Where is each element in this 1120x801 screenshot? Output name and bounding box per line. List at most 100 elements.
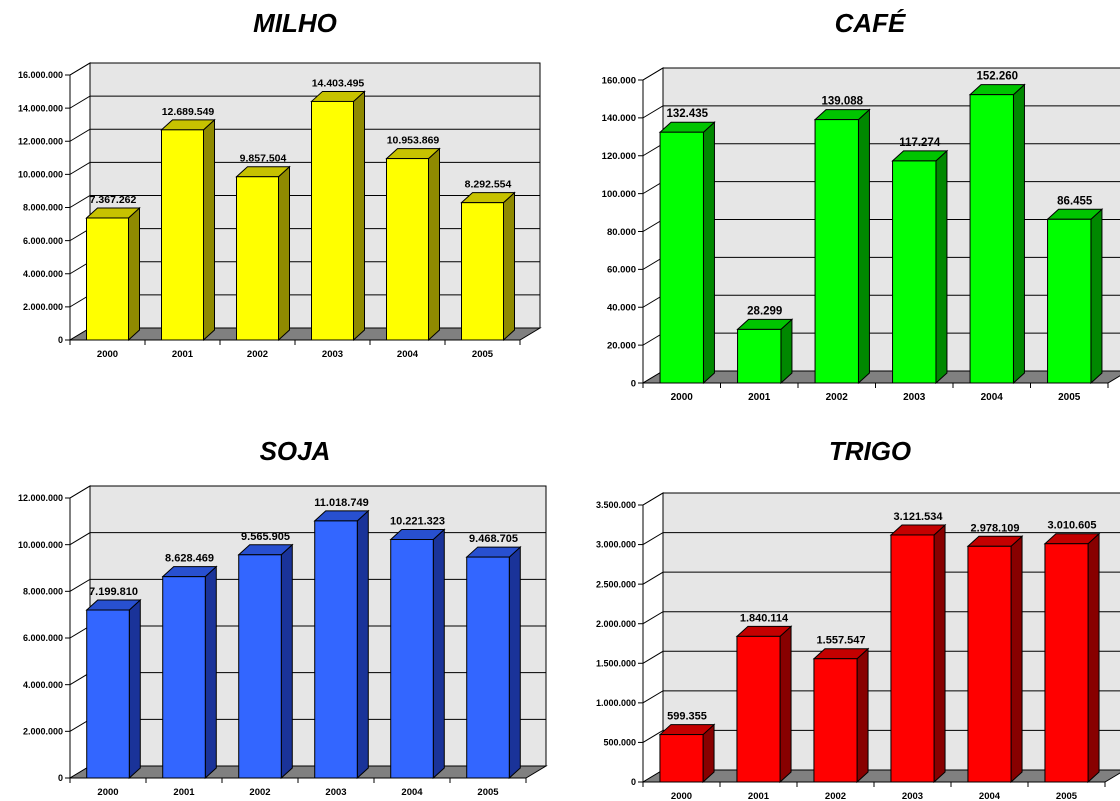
bar-front-face <box>969 94 1014 384</box>
bar-front-face <box>1047 218 1092 384</box>
bar <box>736 318 794 385</box>
data-label: 152.260 <box>976 71 1018 83</box>
bar-front-face <box>162 576 206 779</box>
y-tick-label: 1.000.000 <box>596 698 636 708</box>
y-tick-label: 160.000 <box>602 75 636 86</box>
bar <box>161 565 218 780</box>
bar-side-face <box>702 121 715 385</box>
gridline <box>642 532 1120 546</box>
y-tick-label: 12.000.000 <box>18 136 63 146</box>
chart-soja: SOJA 0 2.000.000 4.000.000 6.000.000 8.000.0… <box>0 420 560 801</box>
x-tick-label: 2000 <box>97 349 118 360</box>
data-label: 117.274 <box>899 137 941 149</box>
data-label: 1.557.547 <box>817 635 866 647</box>
x-tick-label: 2001 <box>748 791 770 801</box>
data-label: 1.840.114 <box>740 612 789 624</box>
bar <box>968 83 1026 385</box>
gridline <box>69 62 540 76</box>
bar <box>966 535 1024 784</box>
data-label: 9.857.504 <box>240 153 287 165</box>
y-tick-label: 4.000.000 <box>23 269 63 279</box>
bar <box>813 108 871 385</box>
y-tick-label: 60.000 <box>607 265 636 276</box>
bar-front-face <box>161 129 204 341</box>
bar-side-face <box>280 543 293 780</box>
bar-front-face <box>890 534 935 783</box>
bar-side-face <box>128 598 141 780</box>
data-label: 132.435 <box>666 108 708 120</box>
bar <box>235 165 291 342</box>
bar-side-face <box>780 318 793 385</box>
data-label: 12.689.549 <box>162 106 215 118</box>
gridline <box>69 485 546 499</box>
x-tick-label: 2003 <box>902 791 923 801</box>
bar-front-face <box>967 545 1012 783</box>
y-tick-label: 2.500.000 <box>596 579 636 589</box>
y-tick-label: 40.000 <box>607 303 636 314</box>
data-label: 139.088 <box>821 96 863 108</box>
bar-front-face <box>386 158 429 341</box>
bar <box>313 509 370 780</box>
bar-front-face <box>813 658 858 783</box>
bar-front-face <box>736 635 781 783</box>
x-tick-label: 2002 <box>247 349 268 360</box>
y-tick-label: 16.000.000 <box>18 70 63 80</box>
y-tick-label: 8.000.000 <box>23 586 63 596</box>
bar-side-face <box>428 147 440 342</box>
y-tick-label: 0 <box>58 335 63 345</box>
y-tick-label: 10.000.000 <box>18 170 63 180</box>
bar <box>812 647 870 784</box>
bar-front-face <box>1044 543 1089 783</box>
y-tick-label: 10.000.000 <box>18 540 63 550</box>
bar-side-face <box>1010 535 1023 784</box>
chart-title: SOJA <box>259 436 331 466</box>
bar <box>85 598 142 780</box>
bar <box>385 147 441 342</box>
chart-trigo: TRIGO 0 500.000 1.000.000 1.500.000 2.000.00… <box>560 420 1120 801</box>
y-tick-label: 0 <box>631 777 636 787</box>
bar-front-face <box>86 609 130 779</box>
bar-side-face <box>508 545 521 780</box>
y-tick-label: 0 <box>58 773 63 783</box>
y-tick-label: 20.000 <box>607 340 636 351</box>
data-label: 8.628.469 <box>165 553 214 565</box>
x-tick-label: 2003 <box>322 349 343 360</box>
data-label: 28.299 <box>747 305 782 317</box>
bar-front-face <box>311 100 354 341</box>
chart-title: MILHO <box>253 8 337 38</box>
bar-front-face <box>390 539 434 779</box>
data-label: 2.978.109 <box>971 522 1020 534</box>
bar-side-face <box>1087 532 1100 784</box>
bar-side-face <box>1090 208 1103 385</box>
bar <box>389 528 446 780</box>
bar-side-face <box>933 523 946 784</box>
bar-front-face <box>659 131 704 384</box>
bar-front-face <box>86 217 129 341</box>
bar-side-face <box>353 90 365 342</box>
gridline <box>69 95 540 109</box>
bar <box>465 545 522 780</box>
x-tick-label: 2004 <box>981 392 1004 403</box>
bar <box>1043 532 1101 784</box>
bar-front-face <box>814 119 859 384</box>
y-tick-label: 14.000.000 <box>18 103 63 113</box>
x-tick-label: 2005 <box>472 349 494 360</box>
bar <box>237 543 294 780</box>
x-tick-label: 2001 <box>172 349 194 360</box>
bar <box>658 121 716 385</box>
data-label: 9.565.905 <box>241 531 290 543</box>
bar-chart-trigo: 0 500.000 1.000.000 1.500.000 2.000.000 2.500… <box>596 492 1120 801</box>
y-tick-label: 120.000 <box>602 151 636 162</box>
x-tick-label: 2005 <box>1056 791 1078 801</box>
bar-front-face <box>314 520 358 779</box>
bar-side-face <box>779 625 792 784</box>
bar-side-face <box>935 149 948 385</box>
y-tick-label: 100.000 <box>602 189 636 200</box>
y-tick-label: 2.000.000 <box>23 302 63 312</box>
bar <box>85 206 141 342</box>
data-label: 3.010.605 <box>1048 520 1097 532</box>
bar-front-face <box>236 176 279 341</box>
bar <box>160 118 216 342</box>
y-tick-label: 4.000.000 <box>23 680 63 690</box>
bar-front-face <box>892 160 937 384</box>
